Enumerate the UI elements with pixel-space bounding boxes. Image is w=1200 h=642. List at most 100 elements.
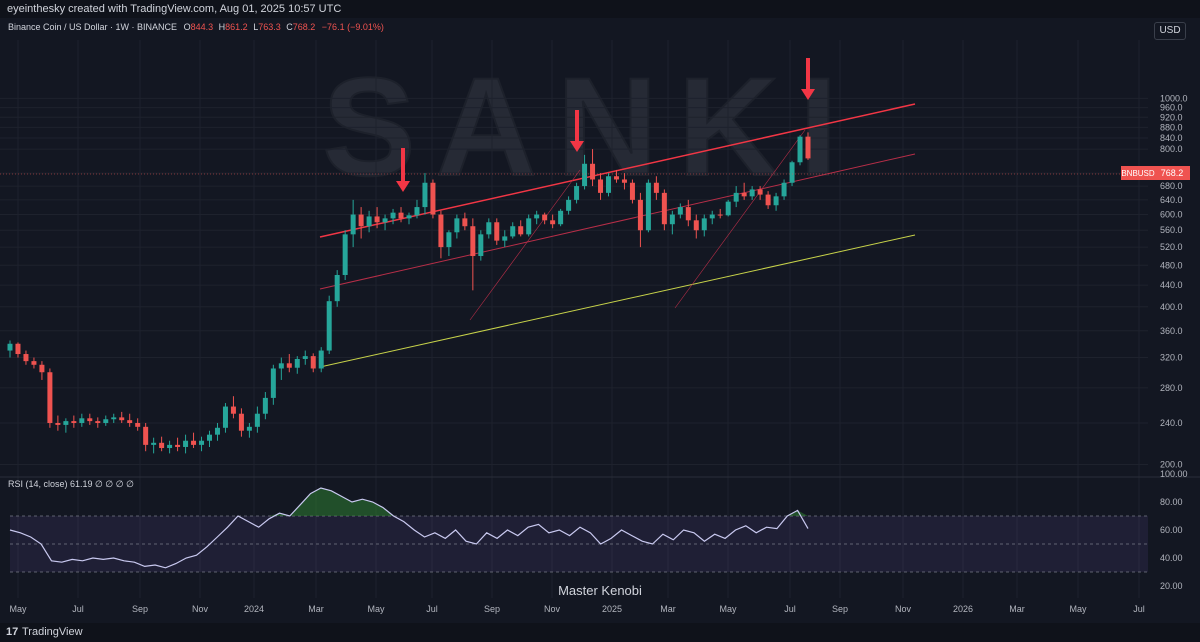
candle-body — [246, 426, 252, 431]
candle-body — [175, 444, 181, 447]
candle-body — [151, 442, 157, 445]
time-tick-label: Mar — [660, 604, 676, 614]
candle-body — [550, 220, 556, 225]
price-tick-label: 440.0 — [1160, 280, 1183, 290]
candle-body — [510, 226, 516, 237]
candle-body — [374, 216, 380, 223]
price-tick-label: 600.0 — [1160, 210, 1183, 220]
candle-body — [486, 222, 492, 235]
candle-body — [661, 192, 667, 225]
rsi-tick-label: 20.00 — [1160, 581, 1183, 591]
rsi-pane: 100.00 80.00 60.00 40.00 20.00 — [9, 469, 1188, 591]
candle-body — [502, 236, 508, 241]
candle-body — [621, 179, 627, 183]
time-tick-label: Sep — [832, 604, 848, 614]
low-label: L — [253, 22, 258, 32]
candle-body — [757, 189, 763, 195]
tradingview-logo-icon: 17 — [6, 626, 19, 638]
candle-body — [478, 234, 484, 257]
candle-body — [278, 363, 284, 369]
candle-body — [135, 423, 141, 427]
price-tick-label: 360.0 — [1160, 326, 1183, 336]
arrow-head — [801, 89, 815, 100]
candle-body — [47, 372, 53, 423]
candle-body — [637, 199, 643, 231]
arrow-head — [396, 181, 410, 192]
time-tick-label: 2026 — [953, 604, 973, 614]
close-label: C — [286, 22, 293, 32]
high-label: H — [219, 22, 226, 32]
candle-body — [350, 214, 356, 235]
candle-body — [254, 413, 260, 427]
price-tick-label: 520.0 — [1160, 242, 1183, 252]
price-chart[interactable]: SANKI Binance Coin / US Dollar · 1W · BI… — [0, 18, 1200, 623]
candle-body — [111, 417, 117, 420]
time-tick-label: May — [367, 604, 385, 614]
price-tag-value: 768.2 — [1161, 168, 1184, 178]
candle-body — [430, 182, 436, 215]
time-tick-label: May — [1069, 604, 1087, 614]
candle-body — [462, 218, 468, 227]
price-axis: 1000.0960.0920.0880.0840.0800.0720.0680.… — [1160, 93, 1188, 469]
price-tick-label: 640.0 — [1160, 195, 1183, 205]
candle-body — [159, 442, 165, 449]
candle-body — [294, 358, 300, 368]
time-tick-label: Nov — [544, 604, 561, 614]
candle-body — [39, 364, 45, 373]
arrow-shaft — [575, 110, 579, 142]
low-value: 763.3 — [258, 22, 281, 32]
time-tick-label: Mar — [1009, 604, 1025, 614]
candle-body — [95, 421, 101, 423]
time-tick-label: 2024 — [244, 604, 264, 614]
candle-body — [566, 199, 572, 211]
candle-body — [446, 232, 452, 248]
chart-credit-bar: eyeinthesky created with TradingView.com… — [0, 0, 1200, 18]
symbol-legend: Binance Coin / US Dollar · 1W · BINANCE … — [8, 22, 384, 32]
price-tick-label: 1000.0 — [1160, 93, 1188, 103]
footer-brand: TradingView — [22, 626, 83, 638]
time-tick-label: Nov — [895, 604, 912, 614]
candle-body — [318, 350, 324, 369]
currency-button[interactable]: USD — [1154, 22, 1186, 40]
price-tick-label: 800.0 — [1160, 144, 1183, 154]
candle-body — [262, 397, 268, 414]
candle-body — [230, 406, 236, 414]
candle-body — [406, 215, 412, 219]
candle-body — [494, 222, 500, 241]
candle-body — [542, 214, 548, 221]
time-tick-label: Jul — [72, 604, 84, 614]
price-tick-label: 840.0 — [1160, 133, 1183, 143]
price-tick-label: 320.0 — [1160, 353, 1183, 363]
candle-body — [781, 182, 787, 197]
candle-body — [310, 356, 316, 369]
candle-body — [302, 356, 308, 359]
candle-body — [15, 343, 21, 355]
grid — [0, 40, 1148, 598]
time-tick-label: May — [719, 604, 737, 614]
candle-body — [366, 216, 372, 227]
candle-body — [733, 192, 739, 202]
candle-body — [645, 182, 651, 231]
rsi-overbought-fill — [269, 488, 809, 516]
candle-body — [558, 210, 564, 225]
time-tick-label: May — [9, 604, 27, 614]
candle-body — [382, 218, 388, 223]
candle-body — [582, 163, 588, 187]
price-tick-label: 240.0 — [1160, 418, 1183, 428]
rsi-tick-label: 60.00 — [1160, 525, 1183, 535]
price-tick-label: 680.0 — [1160, 181, 1183, 191]
author-signature: Master Kenobi — [558, 583, 642, 598]
candle-body — [167, 444, 173, 449]
last-price-marker: BNBUSD 768.2 — [0, 166, 1190, 180]
candle-body — [789, 162, 795, 183]
price-tick-label: 280.0 — [1160, 383, 1183, 393]
price-tick-label: 480.0 — [1160, 260, 1183, 270]
candle-body — [598, 179, 604, 193]
rsi-line — [9, 487, 809, 569]
rsi-tick-label: 40.00 — [1160, 553, 1183, 563]
price-tick-label: 960.0 — [1160, 103, 1183, 113]
channel-middle-line — [319, 153, 916, 290]
price-tick-label: 920.0 — [1160, 112, 1183, 122]
candle-body — [199, 440, 205, 445]
candle-body — [438, 214, 444, 248]
